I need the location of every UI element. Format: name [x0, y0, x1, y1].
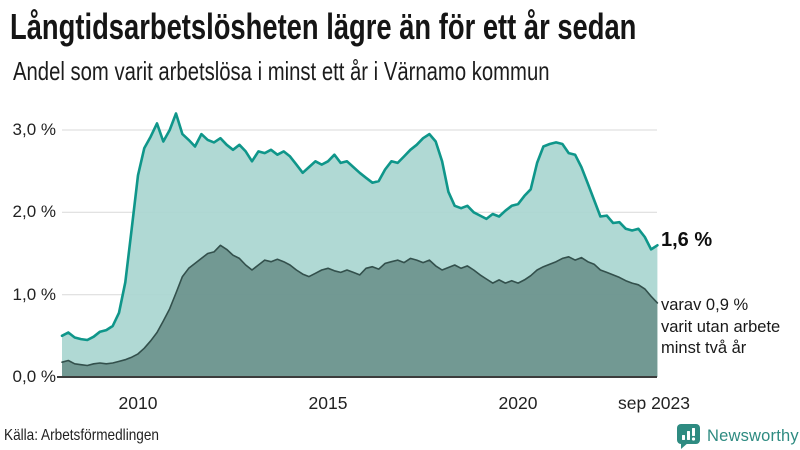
x-tick-label-2015: 2015	[308, 393, 348, 413]
annotation-line-2: varit utan arbete	[661, 317, 781, 336]
line-two-years-plus	[61, 244, 659, 367]
y-tick-label-0.0: 0,0 %	[12, 367, 56, 386]
x-tick-label-2020: 2020	[498, 393, 538, 413]
annotation-two-year-note: varav 0,9 % varit utan arbete minst två …	[661, 295, 780, 360]
y-tick-label-1.0: 1,0 %	[12, 285, 56, 304]
newsworthy-icon	[677, 424, 700, 449]
source-label: Källa: Arbetsförmedlingen	[4, 427, 159, 444]
area-two-years-plus	[62, 245, 658, 377]
x-tick-label-sep-2023: sep 2023	[617, 393, 691, 413]
newsworthy-wordmark: Newsworthy	[707, 426, 799, 445]
chart-title: Långtidsarbetslösheten lägre än för ett …	[10, 6, 637, 47]
annotation-latest-total: 1,6 %	[661, 229, 713, 251]
chart-subtitle: Andel som varit arbetslösa i minst ett å…	[13, 56, 550, 86]
newsworthy-logo: Newsworthy	[676, 423, 799, 449]
y-tick-label-2.0: 2,0 %	[12, 202, 56, 221]
y-tick-label-3.0: 3,0 %	[12, 120, 56, 139]
x-tick-label-2010: 2010	[118, 393, 158, 413]
annotation-line-3: minst två år	[661, 339, 747, 357]
annotation-line-1: varav 0,9 %	[661, 296, 749, 314]
line-one-year-plus	[60, 112, 659, 342]
